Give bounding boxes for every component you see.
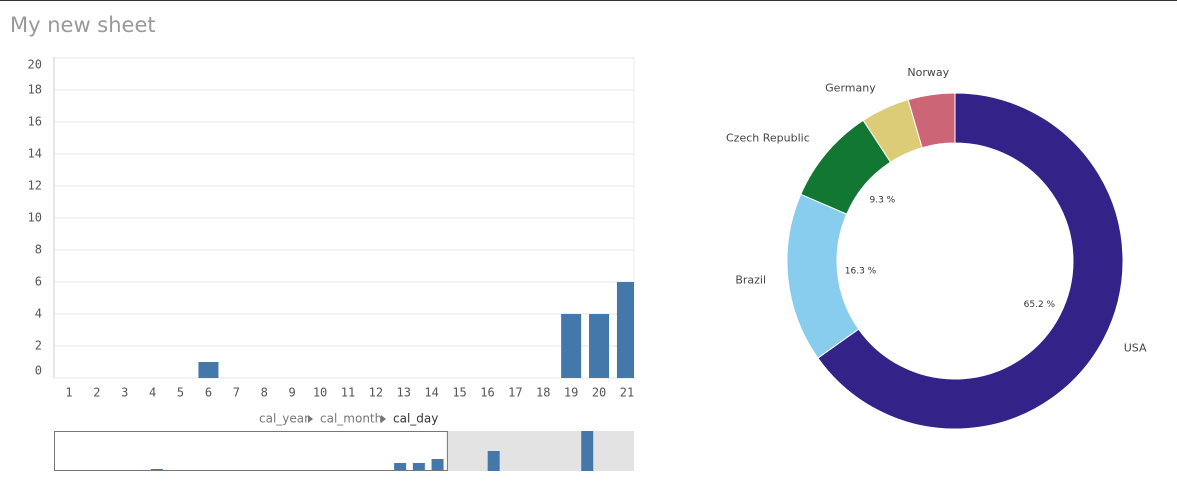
x-tick-label: 15	[452, 386, 466, 400]
x-tick-label: 6	[205, 386, 212, 400]
x-tick-label: 14	[424, 386, 438, 400]
y-tick-label: 12	[28, 179, 42, 193]
navigator-outside	[446, 431, 634, 471]
x-tick-label: 18	[536, 386, 550, 400]
y-tick-label: 18	[28, 83, 42, 97]
y-tick-label: 2	[35, 339, 42, 353]
breadcrumb-arrow	[381, 415, 386, 423]
x-tick-label: 13	[397, 386, 411, 400]
y-tick-label: 10	[28, 211, 42, 225]
y-tick-label: 0	[35, 364, 42, 378]
x-tick-label: 9	[289, 386, 296, 400]
x-tick-label: 2	[93, 386, 100, 400]
navigator-bars	[150, 431, 594, 471]
y-tick-label: 8	[35, 243, 42, 257]
slice-label: Norway	[907, 66, 949, 79]
x-tick-label: 5	[177, 386, 184, 400]
slice-label: Brazil	[735, 274, 766, 287]
x-tick-label: 17	[508, 386, 522, 400]
percent-label: 65.2 %	[1024, 300, 1056, 310]
x-tick-label: 10	[313, 386, 327, 400]
sheet-title: My new sheet	[10, 13, 156, 37]
y-tick-label: 6	[35, 275, 42, 289]
x-tick-label: 12	[369, 386, 383, 400]
breadcrumb-item[interactable]: cal_day	[393, 412, 438, 426]
navigator-bar	[412, 463, 425, 471]
x-tick-label: 3	[121, 386, 128, 400]
percent-label: 9.3 %	[870, 195, 896, 205]
navigator-bar	[394, 463, 407, 471]
slice-label: Germany	[825, 81, 876, 94]
slice-label: USA	[1124, 341, 1147, 354]
donut-slice	[907, 92, 956, 149]
y-tick-label: 20	[28, 58, 42, 72]
y-tick-label: 14	[28, 147, 42, 161]
navigator-bar	[487, 451, 500, 471]
navigator-bar	[431, 459, 444, 471]
x-tick-label: 19	[564, 386, 578, 400]
bar	[198, 362, 219, 378]
bar	[561, 314, 582, 378]
x-tick-label: 7	[233, 386, 240, 400]
donut-slice	[817, 92, 1124, 430]
x-tick-label: 11	[341, 386, 355, 400]
bar	[616, 282, 634, 378]
y-tick-label: 4	[35, 307, 42, 321]
breadcrumb-arrow	[308, 415, 313, 423]
navigator-bar	[581, 431, 594, 471]
navigator-window[interactable]	[54, 431, 448, 471]
x-tick-label: 4	[149, 386, 156, 400]
x-tick-label: 16	[480, 386, 494, 400]
bar	[589, 314, 610, 378]
x-tick-label: 20	[592, 386, 606, 400]
x-tick-label: 1	[65, 386, 72, 400]
y-tick-label: 16	[28, 115, 42, 129]
x-tick-label: 8	[261, 386, 268, 400]
x-tick-label: 21	[620, 386, 634, 400]
bars	[198, 282, 634, 378]
slice-label: Czech Republic	[726, 132, 810, 145]
percent-label: 16.3 %	[845, 266, 877, 276]
breadcrumb-item[interactable]: cal_year	[259, 412, 309, 426]
breadcrumb-item[interactable]: cal_month	[320, 412, 382, 426]
